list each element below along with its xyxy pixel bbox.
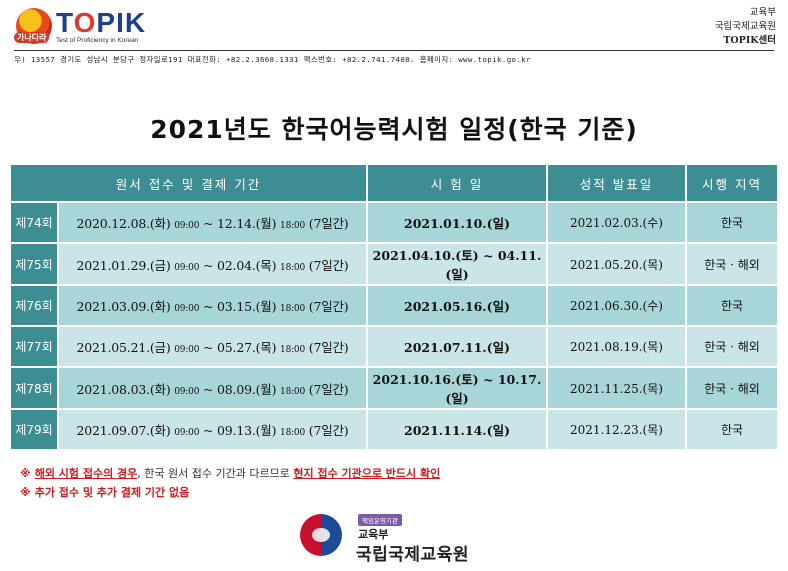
- application-period-cell: 2021.01.29.(금) 09:00 ~ 02.04.(목) 18:00 (…: [57, 242, 368, 286]
- note-mark: ※: [20, 486, 31, 499]
- note-no-additional: ※ 추가 접수 및 추가 결제 기간 없음: [20, 483, 440, 502]
- table-row: 제79회 2021.09.07.(화) 09:00 ~ 09.13.(월) 18:…: [9, 408, 779, 451]
- table-row: 제77회 2021.05.21.(금) 09:00 ~ 05.27.(목) 18:…: [9, 325, 779, 368]
- test-date-cell: 2021.11.14.(일): [366, 408, 548, 451]
- page-title: 2021년도 한국어능력시험 일정(한국 기준): [150, 115, 638, 144]
- note-no-additional-text: 추가 접수 및 추가 결제 기간 없음: [34, 486, 190, 499]
- header-application-period: 원서 접수 및 결제 기간: [9, 163, 368, 203]
- test-date-cell: 2021.07.11.(일): [366, 325, 548, 368]
- footer-ministry: 교육부: [358, 528, 389, 541]
- test-date-cell: 2021.04.10.(토) ~ 04.11.(일): [366, 242, 548, 286]
- note-overseas-emphasis: 해외 시험 접수의 경우: [34, 467, 138, 480]
- org-ministry: 교육부: [749, 7, 776, 18]
- topik-logo: 가나다라 TOPIK Test of Proficiency in Korean: [10, 4, 180, 50]
- round-cell: 제77회: [9, 325, 59, 368]
- result-date-cell: 2021.12.23.(목): [546, 408, 687, 451]
- region-cell: 한국 · 해외: [685, 366, 779, 410]
- header-result-date: 성적 발표일: [546, 163, 687, 203]
- notes: ※ 해외 시험 접수의 경우, 한국 원서 접수 기간과 다르므로 현지 접수 기…: [20, 464, 440, 502]
- logo-wordmark: TOPIK: [56, 7, 147, 38]
- address-line: 우) 13557 경기도 성남시 분당구 정자일로191 대표전화: +82.2…: [14, 50, 774, 65]
- government-emblem-icon: [300, 514, 342, 556]
- note-overseas-text: , 한국 원서 접수 기간과 다르므로: [137, 467, 294, 480]
- region-cell: 한국 · 해외: [685, 242, 779, 286]
- application-period-cell: 2021.09.07.(화) 09:00 ~ 09.13.(월) 18:00 (…: [57, 408, 368, 451]
- region-cell: 한국: [685, 284, 779, 327]
- application-period-cell: 2021.08.03.(화) 09:00 ~ 08.09.(월) 18:00 (…: [57, 366, 368, 410]
- round-cell: 제75회: [9, 242, 59, 286]
- application-period-cell: 2021.03.09.(화) 09:00 ~ 03.15.(월) 18:00 (…: [57, 284, 368, 327]
- region-cell: 한국: [685, 408, 779, 451]
- logo-tagline: Test of Proficiency in Korean: [56, 37, 139, 44]
- table-row: 제74회 2020.12.08.(화) 09:00 ~ 12.14.(월) 18:…: [9, 201, 779, 244]
- header-test-date: 시 험 일: [366, 163, 548, 203]
- test-date-cell: 2021.05.16.(일): [366, 284, 548, 327]
- org-institute: 국립국제교육원: [714, 21, 776, 32]
- organization-block: 교육부 국립국제교육원 TOPIK센터: [715, 6, 776, 48]
- application-period-cell: 2021.05.21.(금) 09:00 ~ 05.27.(목) 18:00 (…: [57, 325, 368, 368]
- round-cell: 제78회: [9, 366, 59, 410]
- footer-institute: 국립국제교육원: [356, 545, 469, 565]
- org-center: TOPIK센터: [723, 35, 776, 46]
- schedule-table: 원서 접수 및 결제 기간 시 험 일 성적 발표일 시행 지역 제74회 202…: [9, 163, 779, 451]
- note-overseas-action: 현지 접수 기관으로 반드시 확인: [293, 467, 441, 480]
- result-date-cell: 2021.06.30.(수): [546, 284, 687, 327]
- result-date-cell: 2021.11.25.(목): [546, 366, 687, 410]
- result-date-cell: 2021.02.03.(수): [546, 201, 687, 244]
- round-cell: 제79회: [9, 408, 59, 451]
- table-row: 제78회 2021.08.03.(화) 09:00 ~ 08.09.(월) 18:…: [9, 366, 779, 410]
- application-period-cell: 2020.12.08.(화) 09:00 ~ 12.14.(월) 18:00 (…: [57, 201, 368, 244]
- result-date-cell: 2021.05.20.(목): [546, 242, 687, 286]
- round-cell: 제74회: [9, 201, 59, 244]
- logo-badge: 가나다라: [14, 32, 50, 43]
- test-date-cell: 2021.01.10.(일): [366, 201, 548, 244]
- niied-logo: 책임운영기관 교육부 국립국제교육원: [300, 510, 500, 568]
- region-cell: 한국: [685, 201, 779, 244]
- round-cell: 제76회: [9, 284, 59, 327]
- table-row: 제76회 2021.03.09.(화) 09:00 ~ 03.15.(월) 18:…: [9, 284, 779, 327]
- test-date-cell: 2021.10.16.(토) ~ 10.17.(일): [366, 366, 548, 410]
- note-mark: ※: [20, 467, 31, 480]
- agency-badge: 책임운영기관: [358, 514, 402, 526]
- table-row: 제75회 2021.01.29.(금) 09:00 ~ 02.04.(목) 18:…: [9, 242, 779, 286]
- table-header-row: 원서 접수 및 결제 기간 시 험 일 성적 발표일 시행 지역: [9, 163, 779, 203]
- region-cell: 한국 · 해외: [685, 325, 779, 368]
- note-overseas: ※ 해외 시험 접수의 경우, 한국 원서 접수 기간과 다르므로 현지 접수 기…: [20, 464, 440, 483]
- result-date-cell: 2021.08.19.(목): [546, 325, 687, 368]
- header-region: 시행 지역: [685, 163, 779, 203]
